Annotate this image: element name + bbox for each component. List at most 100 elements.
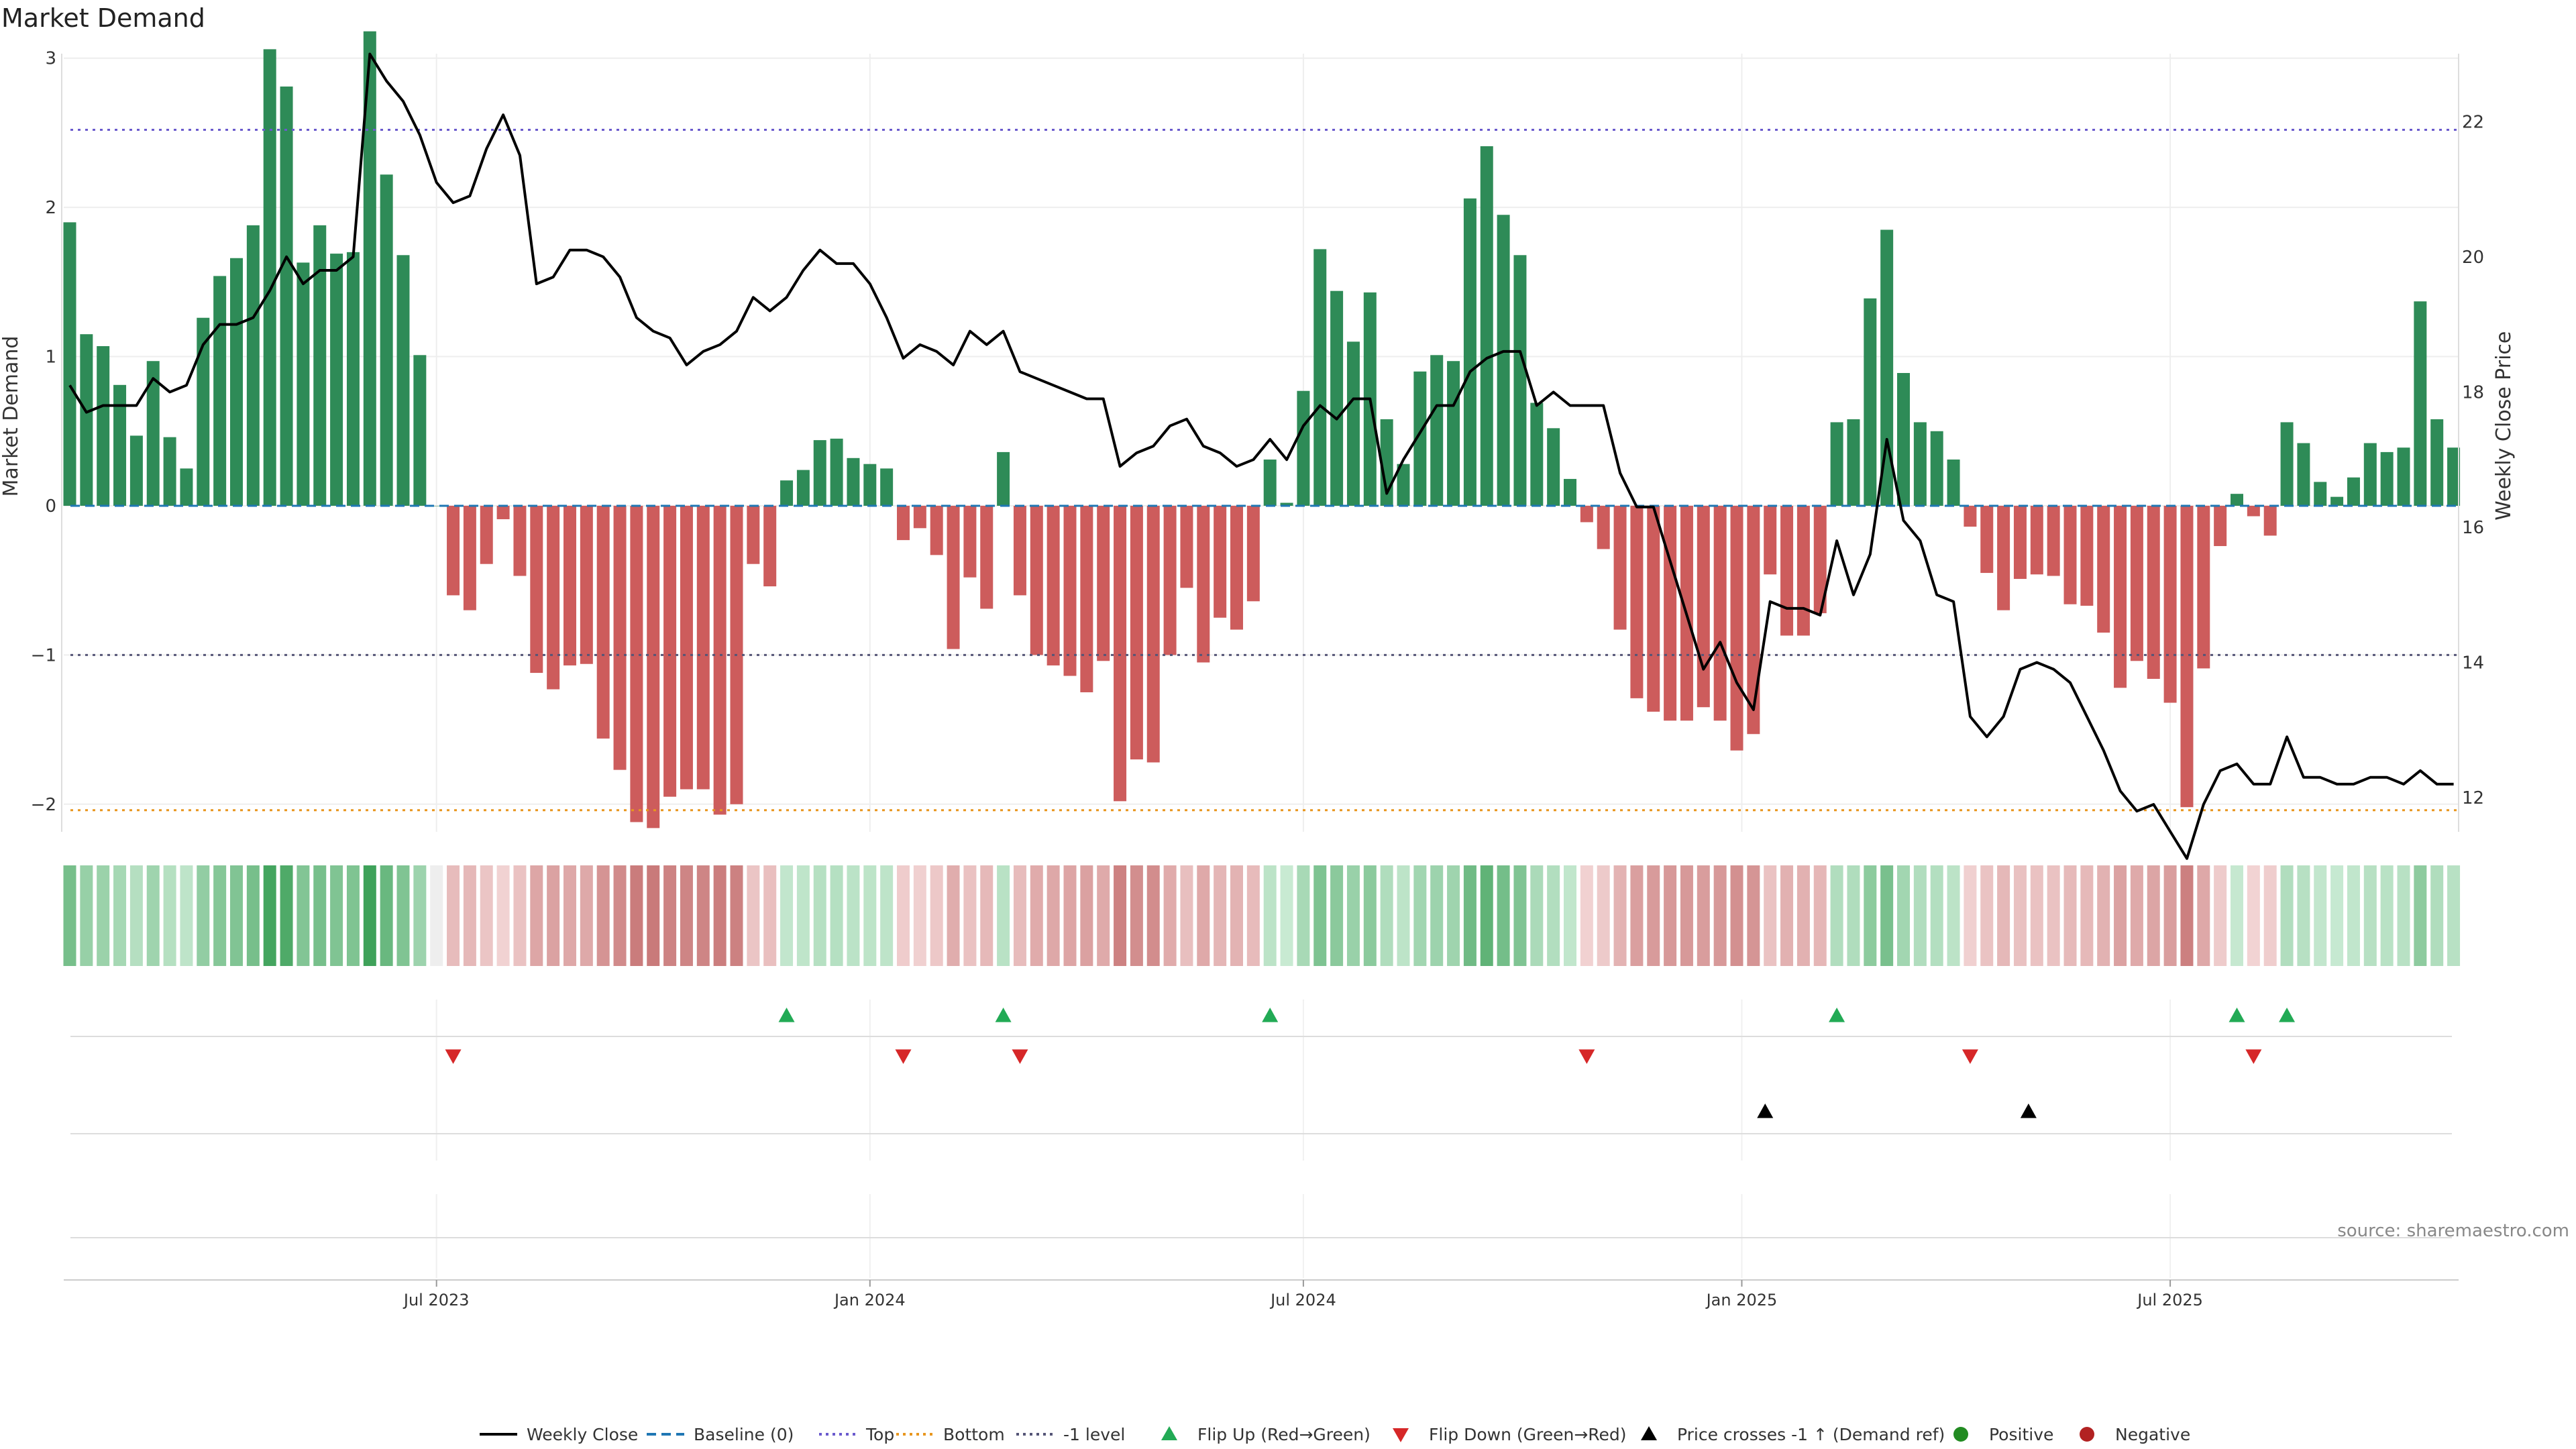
legend-bottom: Bottom <box>896 1425 1005 1444</box>
demand-bar <box>1447 361 1460 506</box>
heat-cell <box>496 865 510 966</box>
demand-bar <box>129 435 143 506</box>
demand-bar <box>1513 255 1527 506</box>
heat-cell <box>663 865 677 966</box>
heat-cell <box>263 865 276 966</box>
demand-bar <box>1163 505 1177 655</box>
heat-cell <box>2280 865 2294 966</box>
demand-bar <box>513 505 527 576</box>
heat-cell <box>2363 865 2377 966</box>
price-cross-marker <box>2020 1104 2037 1118</box>
heat-cell <box>997 865 1010 966</box>
demand-bar <box>980 505 994 609</box>
legend-flip-down-swatch <box>1393 1428 1409 1442</box>
demand-bar <box>1913 422 1927 506</box>
demand-bar <box>647 505 660 828</box>
demand-bar <box>1413 371 1427 506</box>
legend-weekly-close: Weekly Close <box>480 1425 638 1444</box>
demand-bar <box>2314 482 2327 506</box>
demand-bar <box>1497 215 1510 506</box>
demand-bar <box>2231 494 2243 506</box>
legend-top: Top <box>819 1425 894 1444</box>
demand-bar <box>463 505 476 610</box>
demand-bar <box>2114 505 2127 688</box>
demand-bar <box>1246 505 1260 602</box>
demand-bar <box>2013 505 2027 579</box>
heat-cell <box>2247 865 2260 966</box>
flip-down-marker <box>1962 1049 1978 1064</box>
heat-cell <box>1830 865 1843 966</box>
heat-cell <box>747 865 760 966</box>
demand-bar <box>747 505 760 564</box>
heat-cell <box>2231 865 2243 966</box>
demand-bar <box>330 254 343 506</box>
heat-cell <box>1146 865 1160 966</box>
heat-cell <box>1713 865 1727 966</box>
demand-bar <box>613 505 627 770</box>
demand-bar <box>1880 229 1894 506</box>
left-axis-label: Market Demand <box>0 336 23 497</box>
heat-cell <box>97 865 110 966</box>
demand-bar <box>997 451 1010 506</box>
heat-cell <box>863 865 877 966</box>
heat-cell <box>213 865 227 966</box>
heat-cell <box>1480 865 1493 966</box>
demand-bar <box>696 505 710 790</box>
demand-bar <box>530 505 543 674</box>
heat-cell <box>1363 865 1377 966</box>
right-axis-label: Weekly Close Price <box>2492 331 2516 521</box>
flip-down-marker <box>895 1049 912 1064</box>
legend-negative: Negative <box>2080 1425 2190 1444</box>
legend-positive: Positive <box>1953 1425 2053 1444</box>
demand-bar <box>1830 422 1843 506</box>
heat-cell <box>1864 865 1877 966</box>
demand-bar <box>197 317 210 506</box>
demand-bar <box>1813 505 1827 614</box>
heat-cell <box>146 865 160 966</box>
heat-cell <box>63 865 76 966</box>
heat-cell <box>2447 865 2461 966</box>
demand-bar <box>246 225 260 506</box>
demand-bar <box>346 252 360 506</box>
heat-cell <box>2097 865 2110 966</box>
demand-bar <box>146 361 160 506</box>
heat-cell <box>1813 865 1827 966</box>
demand-bar <box>1063 505 1077 676</box>
event-panels <box>70 1000 2452 1278</box>
demand-bar <box>1114 505 1127 802</box>
heat-cell <box>1346 865 1360 966</box>
legend-price-cross: Price crosses -1 ↑ (Demand ref) <box>1641 1425 1945 1444</box>
heat-cell <box>463 865 476 966</box>
heat-cell <box>1297 865 1310 966</box>
legend-negative-swatch <box>2080 1427 2094 1442</box>
heat-cell <box>1747 865 1760 966</box>
demand-bar <box>596 505 610 739</box>
heat-cell <box>297 865 310 966</box>
legend-bottom-label: Bottom <box>943 1425 1005 1444</box>
heat-cell <box>2414 865 2427 966</box>
legend-price-cross-label: Price crosses -1 ↑ (Demand ref) <box>1677 1425 1945 1444</box>
demand-bar <box>880 468 894 506</box>
demand-bar <box>713 505 727 815</box>
demand-bar <box>830 438 843 506</box>
heat-cell <box>1030 865 1043 966</box>
demand-bar <box>847 458 860 506</box>
demand-bar <box>1313 249 1327 506</box>
heat-cell <box>1313 865 1327 966</box>
legend: Weekly Close Baseline (0) Top Bottom -1 leve… <box>480 1425 2190 1444</box>
heat-cell <box>963 865 977 966</box>
heat-cell <box>1114 865 1127 966</box>
left-tick-label: −1 <box>31 645 56 665</box>
demand-bar <box>680 505 693 790</box>
demand-bar <box>1597 505 1610 549</box>
heat-cell <box>1013 865 1026 966</box>
heat-cell <box>2197 865 2210 966</box>
heat-cell <box>630 865 643 966</box>
demand-bar <box>447 505 460 596</box>
demand-bar <box>2030 505 2043 575</box>
heat-cell <box>2263 865 2277 966</box>
right-tick-label: 20 <box>2462 248 2484 268</box>
flip-up-marker <box>2279 1008 2296 1022</box>
heat-cell <box>580 865 593 966</box>
